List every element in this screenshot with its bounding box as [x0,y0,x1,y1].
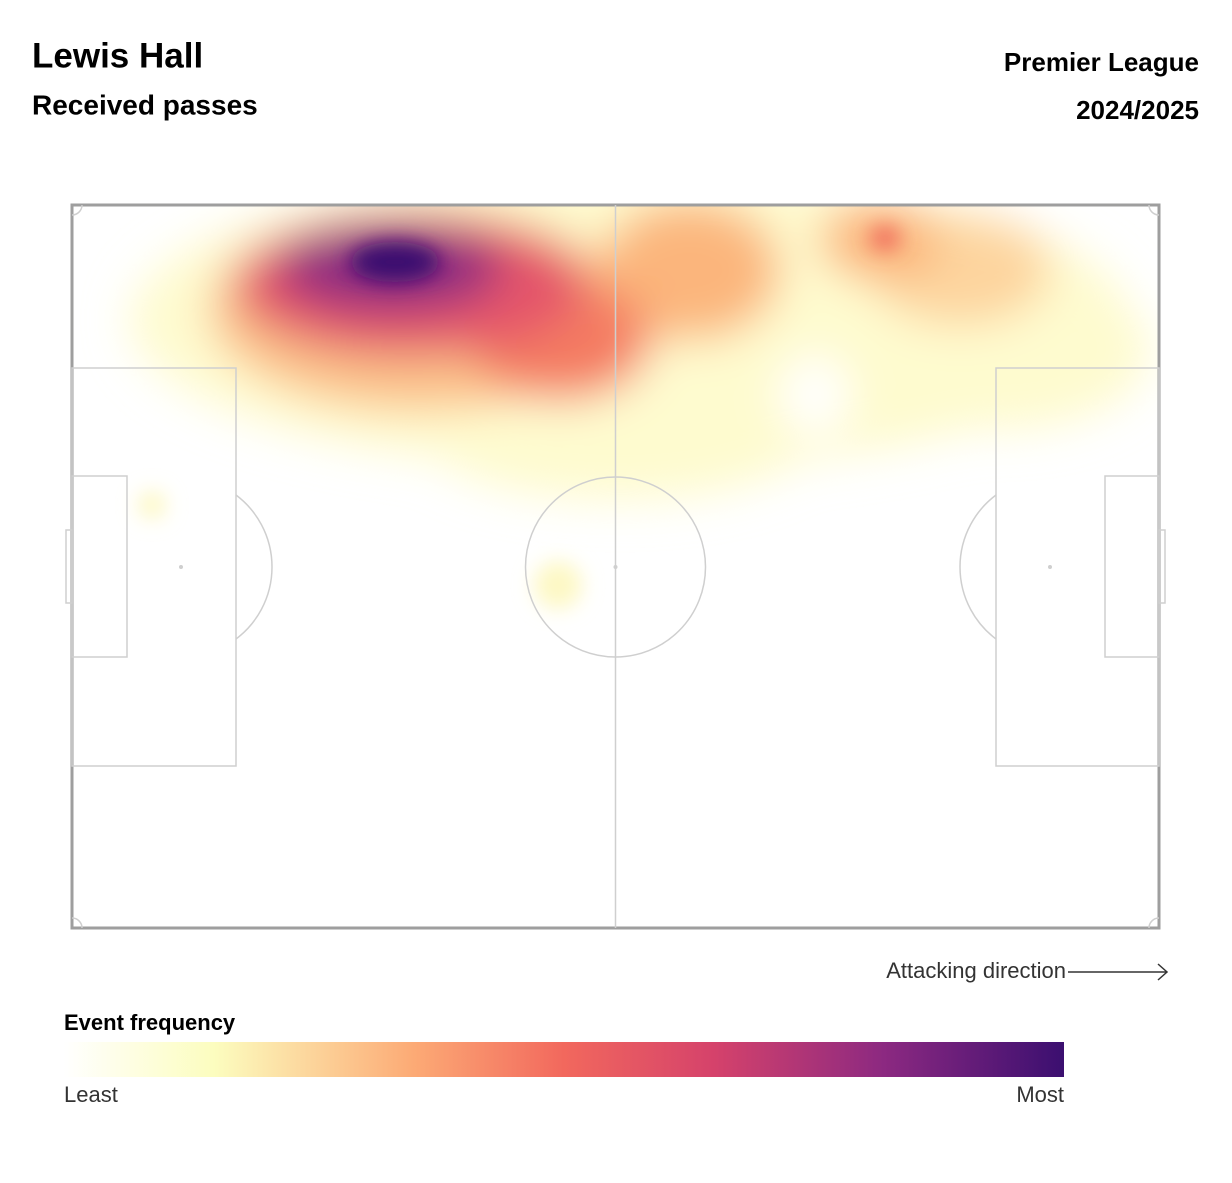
legend-colorbar [64,1042,1064,1077]
heatmap [130,205,1150,609]
pitch [65,203,1166,930]
legend-title: Event frequency [64,1010,236,1035]
subtitle: Received passes [32,89,258,120]
player-name: Lewis Hall [32,36,203,75]
legend-max-label: Most [1016,1082,1064,1107]
direction-arrow [1068,963,1169,981]
season: 2024/2025 [1076,95,1199,125]
competition: Premier League [1004,47,1199,77]
legend-min-label: Least [64,1082,118,1107]
direction-label: Attacking direction [886,958,1066,983]
